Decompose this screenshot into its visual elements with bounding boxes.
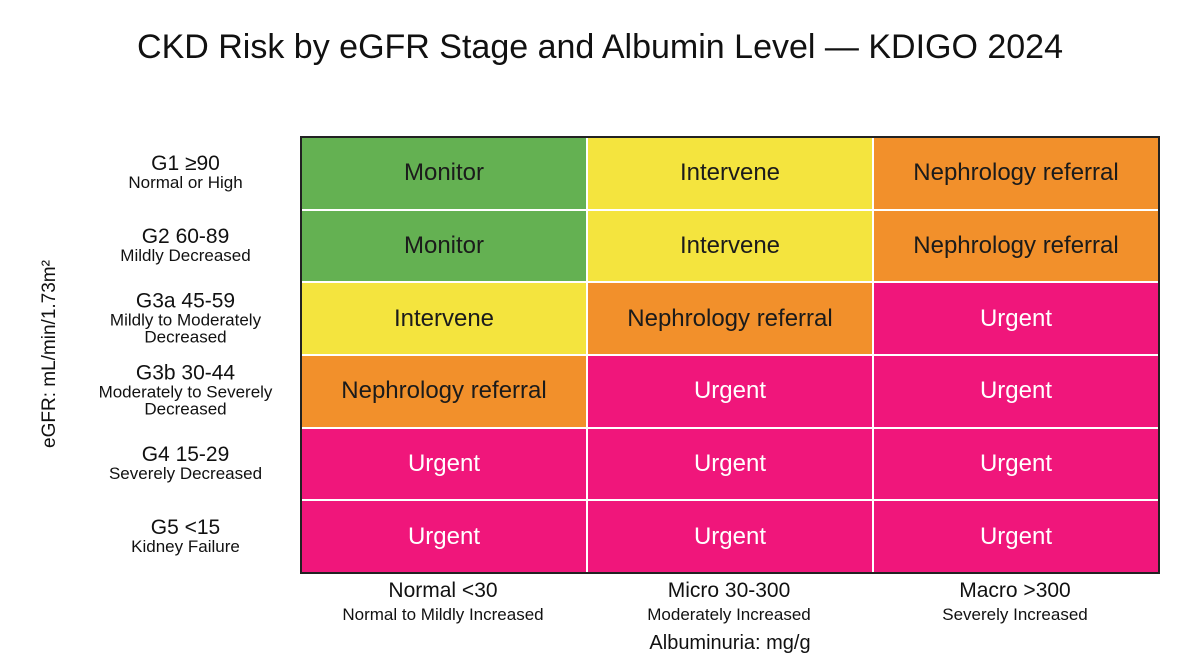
row-label-main: G4 15-29 xyxy=(141,443,230,466)
row-label-main: G3a 45-59 xyxy=(135,289,236,313)
risk-grid: Monitor Intervene Nephrology referral Monit… xyxy=(300,136,1160,574)
risk-cell: Urgent xyxy=(874,355,1158,427)
row-label-sub: Severely Decreased xyxy=(108,464,263,483)
row-label-main: G1 ≥90 xyxy=(151,152,220,176)
row-label-sub: Moderately to Severely Decreased xyxy=(98,382,273,419)
risk-cell: Urgent xyxy=(874,428,1158,500)
risk-cell: Monitor xyxy=(302,138,586,209)
risk-cell: Urgent xyxy=(302,501,586,572)
row-label: G4 15-29 Severely Decreased xyxy=(78,444,293,482)
row-label-sub: Kidney Failure xyxy=(131,536,240,556)
row-label-main: G5 <15 xyxy=(150,515,221,539)
column-label-sub: Normal to Mildly Increased xyxy=(342,605,544,624)
row-label: G5 <15 Kidney Failure xyxy=(78,517,293,555)
column-label-main: Macro >300 xyxy=(959,579,1071,602)
column-label: Macro >300 Severely Increased xyxy=(872,579,1158,625)
title: CKD Risk by eGFR Stage and Albumin Level… xyxy=(137,28,1063,66)
column-label: Normal <30 Normal to Mildly Increased xyxy=(300,579,586,625)
risk-cell: Intervene xyxy=(588,138,872,209)
y-axis-label: eGFR: mL/min/1.73m² xyxy=(39,260,60,448)
column-label-sub: Severely Increased xyxy=(942,605,1088,624)
risk-cell: Monitor xyxy=(302,210,586,282)
risk-cell: Urgent xyxy=(302,428,586,500)
row-label-sub: Mildly Decreased xyxy=(120,246,251,265)
column-label-sub: Moderately Increased xyxy=(647,605,811,624)
row-label: G3b 30-44 Moderately to Severely Decrease… xyxy=(78,363,293,418)
column-label: Micro 30-300 Moderately Increased xyxy=(586,579,872,625)
risk-cell: Intervene xyxy=(302,283,586,354)
risk-cell: Urgent xyxy=(588,428,872,500)
risk-cell: Nephrology referral xyxy=(874,210,1158,282)
row-label-main: G2 60-89 xyxy=(141,225,230,248)
risk-cell: Nephrology referral xyxy=(302,355,586,427)
risk-cell: Urgent xyxy=(874,501,1158,572)
row-label: G2 60-89 Mildly Decreased xyxy=(78,226,293,264)
x-axis-label: Albuminuria: mg/g xyxy=(649,632,811,654)
row-label: G3a 45-59 Mildly to Moderately Decreased xyxy=(78,290,293,345)
risk-cell: Urgent xyxy=(874,283,1158,354)
column-label-main: Micro 30-300 xyxy=(667,579,791,602)
row-label-sub: Normal or High xyxy=(128,173,243,193)
row-label-sub: Mildly to Moderately Decreased xyxy=(109,310,262,347)
row-label-main: G3b 30-44 xyxy=(135,361,236,385)
risk-cell: Intervene xyxy=(588,210,872,282)
risk-cell: Nephrology referral xyxy=(874,138,1158,209)
risk-cell: Urgent xyxy=(588,355,872,427)
column-label-main: Normal <30 xyxy=(388,579,498,602)
risk-cell: Nephrology referral xyxy=(588,283,872,354)
row-label: G1 ≥90 Normal or High xyxy=(78,153,293,191)
risk-cell: Urgent xyxy=(588,501,872,572)
